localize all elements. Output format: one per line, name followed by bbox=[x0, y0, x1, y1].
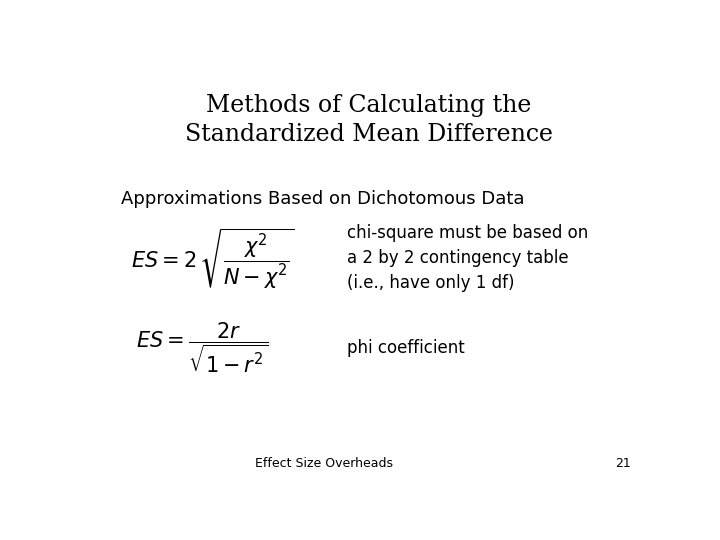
Text: $\mathit{ES} = \dfrac{2r}{\sqrt{1 - r^2}}$: $\mathit{ES} = \dfrac{2r}{\sqrt{1 - r^2}… bbox=[135, 321, 268, 375]
Text: Methods of Calculating the
Standardized Mean Difference: Methods of Calculating the Standardized … bbox=[185, 94, 553, 146]
Text: 21: 21 bbox=[616, 457, 631, 470]
Text: phi coefficient: phi coefficient bbox=[347, 339, 464, 356]
Text: Approximations Based on Dichotomous Data: Approximations Based on Dichotomous Data bbox=[121, 190, 524, 207]
Text: chi-square must be based on
a 2 by 2 contingency table
(i.e., have only 1 df): chi-square must be based on a 2 by 2 con… bbox=[347, 224, 588, 292]
Text: $\mathit{ES} = 2\,\sqrt{\dfrac{\chi^2}{N - \chi^2}}$: $\mathit{ES} = 2\,\sqrt{\dfrac{\chi^2}{N… bbox=[131, 226, 294, 290]
Text: Effect Size Overheads: Effect Size Overheads bbox=[256, 457, 393, 470]
